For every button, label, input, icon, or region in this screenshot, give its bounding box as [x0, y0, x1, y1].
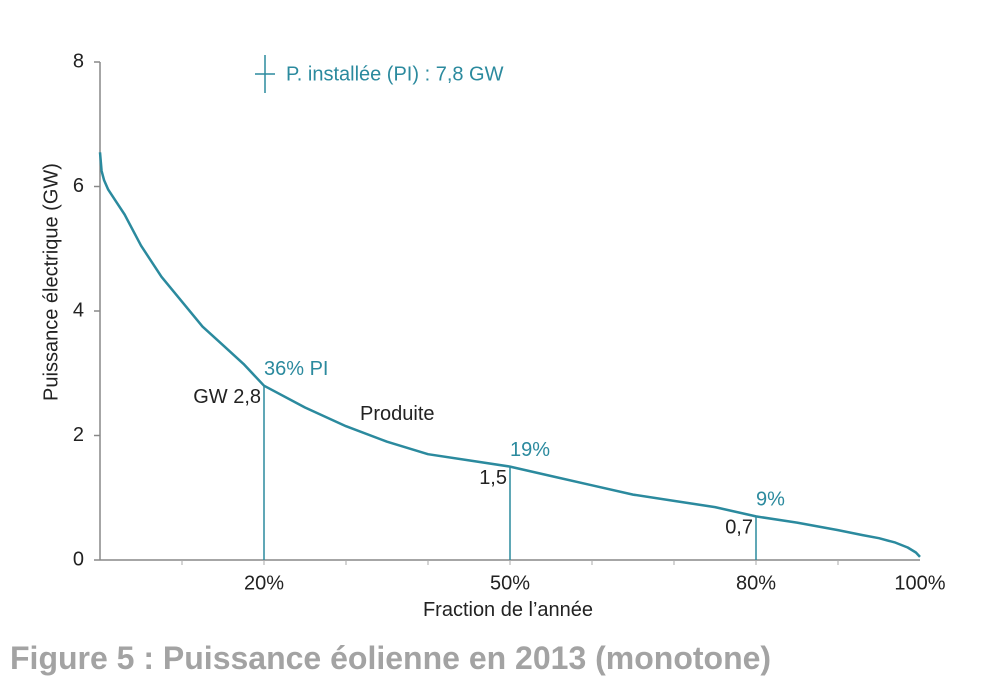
minor-ticks [181, 560, 839, 565]
marker-value-label: 1,5 [479, 467, 507, 489]
marker-lines: GW 2,836% PI 1,519% 0,79% [193, 358, 785, 560]
x-axis-title: Fraction de l’année [423, 599, 593, 621]
y-tick-label: 4 [73, 299, 84, 321]
installed-power-legend: P. installée (PI) : 7,8 GW [255, 55, 504, 93]
figure-caption: Figure 5 : Puissance éolienne en 2013 (m… [10, 640, 772, 676]
curve-label-produite: Produite [360, 403, 435, 425]
y-axis-title: Puissance électrique (GW) [40, 163, 62, 401]
marker-percent-label: 36% PI [264, 358, 328, 380]
chart: 0 2 4 6 8 20% 50% 80% 100% GW 2,836% PI 1,519% 0,… [40, 50, 946, 621]
x-tick-label: 80% [736, 572, 776, 594]
x-tick-label: 50% [490, 572, 530, 594]
marker-value-label: GW 2,8 [193, 386, 261, 408]
x-tick-labels: 20% 50% 80% 100% [244, 572, 946, 594]
y-tick-label: 0 [73, 548, 84, 570]
marker-percent-label: 19% [510, 439, 550, 461]
marker-percent-label: 9% [756, 489, 785, 511]
series-line-produite [98, 152, 921, 558]
y-tick-label: 2 [73, 424, 84, 446]
marker-value-label: 0,7 [725, 517, 753, 539]
y-tick-label: 8 [73, 50, 84, 72]
y-tick-labels: 0 2 4 6 8 [73, 50, 100, 570]
y-tick-label: 6 [73, 175, 84, 197]
installed-power-label: P. installée (PI) : 7,8 GW [286, 63, 504, 85]
x-tick-label: 20% [244, 572, 284, 594]
x-tick-label: 100% [894, 572, 945, 594]
